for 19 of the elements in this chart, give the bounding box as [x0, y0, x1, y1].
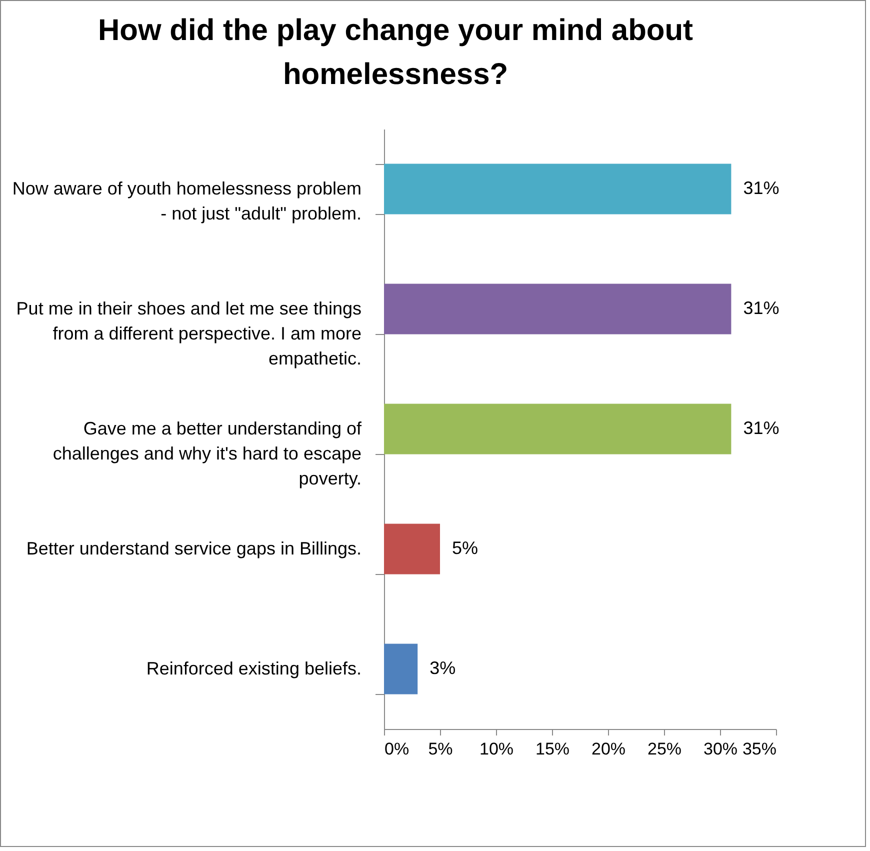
y-tick-label: Gave me a better understanding of challenges and why it's hard to escape poverty.	[52, 418, 362, 488]
data-label: 31%	[743, 418, 780, 438]
x-tick-label: 25%	[647, 740, 682, 758]
x-tick-label: 30%	[703, 740, 738, 758]
x-tick-label: 35%	[742, 740, 776, 758]
data-label: 3%	[430, 658, 456, 678]
chart-title: How did the play change your mind about homelessness?	[98, 14, 694, 91]
data-label: 5%	[452, 538, 478, 558]
x-tick-label: 20%	[591, 740, 626, 758]
data-label: 31%	[743, 298, 780, 318]
y-tick-label: Reinforced existing beliefs.	[146, 658, 362, 678]
x-tick-label: 0%	[384, 740, 410, 758]
x-tick-label: 5%	[428, 740, 453, 758]
x-tick-label: 10%	[479, 740, 514, 758]
y-tick-label: Now aware of youth homelessness problem - not just "adult" problem.	[12, 178, 362, 224]
y-tick-label: Better understand service gaps in Billings.	[26, 538, 362, 558]
x-tick-label: 15%	[535, 740, 570, 758]
y-tick-label: Put me in their shoes and let me see things from a different perspective. I am more empathetic.	[16, 298, 362, 368]
data-label: 31%	[743, 178, 780, 198]
